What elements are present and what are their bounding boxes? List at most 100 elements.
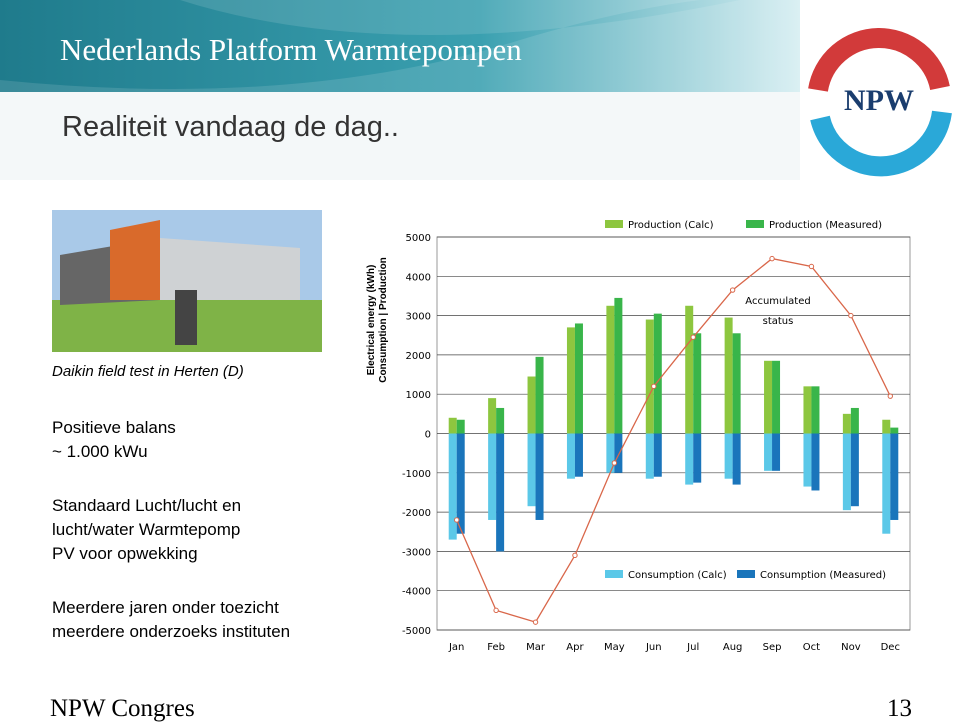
line-marker <box>533 620 537 624</box>
bar <box>851 408 859 434</box>
line-marker <box>455 518 459 522</box>
bar <box>614 298 622 434</box>
bar <box>654 314 662 434</box>
bar <box>528 377 536 434</box>
annotation: status <box>763 316 794 327</box>
bullet-line: lucht/water Warmtepomp <box>52 520 240 539</box>
photo-orange-block <box>110 220 160 300</box>
bar <box>725 318 733 434</box>
bar <box>449 434 457 540</box>
bar <box>733 434 741 485</box>
x-tick-label: Jan <box>448 642 464 653</box>
bar <box>803 386 811 433</box>
bar <box>811 434 819 491</box>
chart: -5000-4000-3000-2000-1000010002000300040… <box>366 220 910 653</box>
legend-swatch <box>737 570 755 578</box>
x-tick-label: Nov <box>841 642 861 653</box>
line-marker <box>849 313 853 317</box>
y-tick-label: 3000 <box>406 312 431 323</box>
line-marker <box>691 335 695 339</box>
line-marker <box>652 384 656 388</box>
bullet-line: ~ 1.000 kWu <box>52 442 148 461</box>
legend-swatch <box>605 570 623 578</box>
bar <box>567 327 575 433</box>
bar <box>646 320 654 434</box>
bar <box>772 361 780 434</box>
bar <box>843 414 851 434</box>
photo-caption: Daikin field test in Herten (D) <box>52 363 244 380</box>
y-tick-label: 1000 <box>406 390 431 401</box>
bar <box>772 434 780 471</box>
bar <box>764 434 772 471</box>
bar <box>733 333 741 433</box>
legend-swatch <box>605 220 623 228</box>
bar <box>685 434 693 485</box>
bar <box>449 418 457 434</box>
bar <box>725 434 733 479</box>
bar <box>496 408 504 434</box>
bar <box>528 434 536 507</box>
line-marker <box>770 256 774 260</box>
bar <box>693 333 701 433</box>
legend-label: Production (Measured) <box>769 220 882 231</box>
bar <box>764 361 772 434</box>
bar <box>803 434 811 487</box>
footer: NPW Congres <box>50 695 195 722</box>
bar <box>851 434 859 507</box>
x-tick-label: Feb <box>487 642 505 653</box>
line-marker <box>612 461 616 465</box>
y-tick-label: 5000 <box>406 233 431 244</box>
bar <box>536 357 544 434</box>
bullet-line: PV voor opwekking <box>52 544 198 563</box>
bullet-line: Standaard Lucht/lucht en <box>52 496 241 515</box>
line-marker <box>494 608 498 612</box>
bar <box>882 434 890 534</box>
bar <box>890 428 898 434</box>
x-tick-label: Mar <box>526 642 546 653</box>
bullet-line: Positieve balans <box>52 418 176 437</box>
line-marker <box>730 288 734 292</box>
bar <box>646 434 654 479</box>
bar <box>575 434 583 477</box>
bar <box>654 434 662 477</box>
legend-label: Consumption (Calc) <box>628 570 727 581</box>
bar <box>693 434 701 483</box>
bar <box>811 386 819 433</box>
photo <box>52 210 322 352</box>
y-tick-label: 0 <box>425 430 431 441</box>
page: Nederlands Platform Warmtepompen Realite… <box>0 0 953 725</box>
x-tick-label: May <box>604 642 625 653</box>
bar <box>614 434 622 473</box>
y-axis-label: Consumption | Production <box>378 257 389 383</box>
bar <box>890 434 898 520</box>
slide: Nederlands Platform Warmtepompen Realite… <box>0 0 953 725</box>
bar <box>606 306 614 434</box>
bar <box>488 434 496 520</box>
bullet-line: meerdere onderzoeks instituten <box>52 622 290 641</box>
y-tick-label: 2000 <box>406 351 431 362</box>
x-tick-label: Apr <box>566 642 584 653</box>
page-number: 13 <box>887 695 912 722</box>
bar <box>536 434 544 520</box>
y-tick-label: -1000 <box>402 469 431 480</box>
slide-subtitle: Realiteit vandaag de dag.. <box>62 111 399 143</box>
y-axis-label: Electrical energy (kWh) <box>366 265 377 376</box>
bar <box>843 434 851 511</box>
bar <box>685 306 693 434</box>
bullet-line: Meerdere jaren onder toezicht <box>52 598 279 617</box>
bar <box>575 323 583 433</box>
bar <box>496 434 504 552</box>
bar <box>488 398 496 433</box>
photo-sign <box>175 290 197 345</box>
x-tick-label: Oct <box>803 642 820 653</box>
bar <box>457 420 465 434</box>
slide-title: Nederlands Platform Warmtepompen <box>60 32 522 67</box>
logo-text: NPW <box>844 84 914 117</box>
y-tick-label: 4000 <box>406 272 431 283</box>
x-tick-label: Jul <box>686 642 699 653</box>
x-tick-label: Sep <box>763 642 782 653</box>
y-tick-label: -3000 <box>402 547 431 558</box>
y-tick-label: -5000 <box>402 626 431 637</box>
bar <box>882 420 890 434</box>
line-marker <box>573 553 577 557</box>
